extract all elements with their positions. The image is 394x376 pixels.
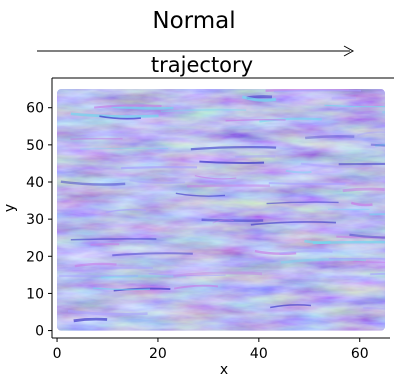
texture-streaks (58, 89, 385, 323)
x-axis-label: x (220, 362, 228, 376)
texture-streak (300, 162, 373, 168)
x-axis-ticks: 0 20 40 60 (53, 338, 369, 362)
texture-streak (111, 105, 174, 110)
y-tick-label: 0 (35, 324, 44, 340)
y-tick-label: 50 (26, 138, 44, 154)
texture-streak (353, 260, 385, 264)
texture-streak (70, 238, 157, 241)
texture-streak (92, 287, 151, 291)
texture-streak (90, 243, 120, 246)
texture-streak (60, 180, 126, 186)
x-tick-label: 40 (250, 346, 268, 362)
x-tick-label: 60 (351, 346, 369, 362)
texture-streak (241, 95, 277, 102)
texture-streak (268, 182, 346, 185)
texture-streak (279, 249, 333, 255)
texture-streak (94, 104, 162, 109)
texture-streak (160, 108, 247, 113)
texture-streak (105, 208, 147, 213)
texture-streak (270, 304, 312, 309)
texture-streak (120, 166, 198, 170)
texture-streak (336, 235, 385, 239)
texture-streak (74, 262, 117, 268)
texture-streak (259, 117, 322, 123)
texture-streak (141, 284, 170, 288)
texture-streak (148, 273, 226, 277)
y-axis-ticks: 0 10 20 30 40 50 60 (26, 101, 52, 340)
texture-streak (266, 201, 339, 205)
texture-streak (194, 175, 237, 180)
y-axis-label: y (2, 204, 18, 212)
texture-streak (349, 233, 385, 239)
texture-streak (173, 271, 263, 278)
texture-streak (199, 160, 265, 164)
header-title: Normal (152, 8, 235, 34)
texture-streak (357, 131, 385, 136)
chart-title: trajectory (151, 53, 253, 77)
texture-streak (342, 187, 385, 193)
y-tick-label: 40 (26, 175, 44, 191)
texture-streak (230, 257, 256, 261)
texture-streak (304, 239, 331, 244)
y-tick-label: 20 (26, 249, 44, 265)
texture-streak (250, 221, 337, 226)
y-tick-label: 30 (26, 212, 44, 228)
texture-streak (212, 219, 234, 224)
texture-streak (70, 112, 159, 118)
texture-streak (350, 201, 373, 207)
texture-streak (375, 141, 385, 147)
y-tick-label: 60 (26, 101, 44, 117)
texture-streak (370, 272, 385, 276)
texture-streak (285, 169, 312, 174)
texture-streak (273, 89, 361, 93)
texture-streak (186, 184, 270, 188)
texture-streak (67, 309, 148, 316)
axes-frame (51, 77, 394, 339)
texture-streak (129, 179, 186, 184)
texture-streak (99, 115, 141, 120)
texture-streak (99, 266, 153, 270)
texture-streak (254, 249, 297, 255)
texture-streak (173, 284, 219, 290)
texture-streak (331, 96, 357, 100)
texture-streak (201, 218, 264, 223)
texture-streak (113, 287, 171, 292)
texture-streak (305, 134, 355, 140)
texture-streak (175, 192, 226, 197)
texture-streak (324, 104, 385, 108)
texture-streak (280, 258, 366, 264)
x-tick-label: 20 (149, 346, 167, 362)
texture-streak (70, 137, 123, 141)
texture-streak (190, 145, 277, 151)
texture-image (57, 89, 385, 331)
texture-streak (235, 155, 276, 159)
texture-streak (80, 147, 169, 150)
x-tick-label: 0 (53, 346, 62, 362)
texture-streak (363, 306, 385, 311)
texture-streak (370, 143, 385, 148)
trajectory-arrow (37, 45, 355, 57)
texture-streak (73, 317, 108, 323)
texture-streak (225, 118, 286, 122)
texture-streak (100, 275, 187, 279)
y-tick-label: 10 (26, 286, 44, 302)
texture-streak (265, 89, 349, 92)
texture-streak (112, 252, 193, 257)
